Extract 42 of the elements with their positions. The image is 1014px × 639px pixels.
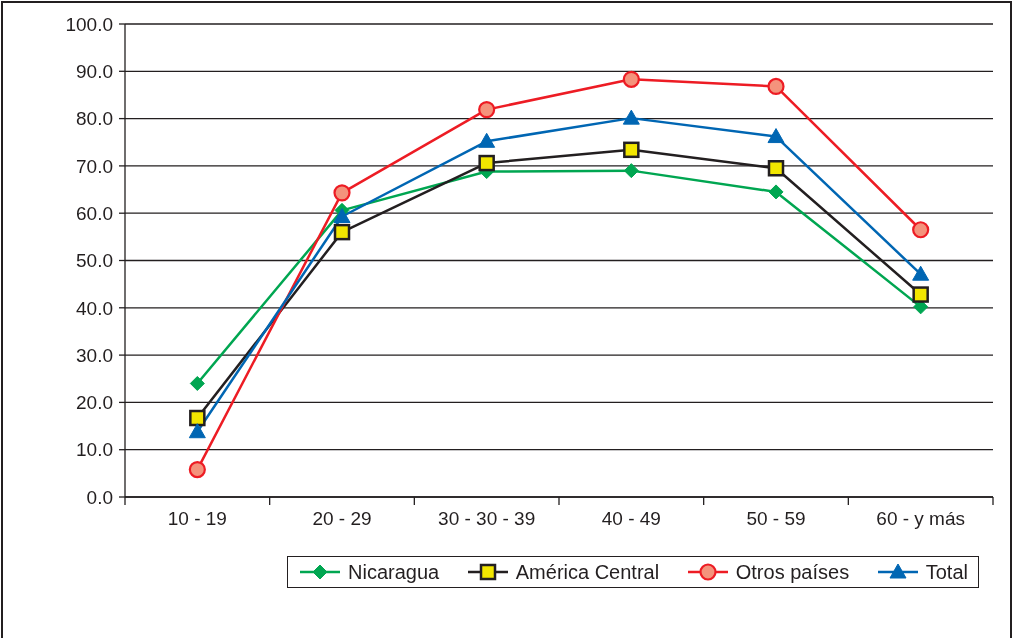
- point: [622, 70, 640, 88]
- point: [623, 141, 640, 159]
- x-tick-label: 20 - 29: [312, 508, 372, 529]
- point: [188, 423, 206, 439]
- y-tick-label: 40.0: [76, 297, 113, 319]
- point: [478, 132, 496, 148]
- point: [189, 375, 205, 391]
- point: [768, 184, 784, 200]
- point: [767, 128, 785, 144]
- y-tick-label: 0.0: [86, 486, 113, 508]
- point: [912, 265, 930, 281]
- point: [189, 409, 206, 427]
- legend-label: América Central: [515, 560, 660, 584]
- legend-label: Nicaragua: [348, 560, 440, 584]
- y-tick-label: 100.0: [65, 13, 113, 35]
- point: [478, 154, 495, 172]
- y-tick-label: 90.0: [76, 61, 113, 83]
- point: [622, 109, 640, 125]
- point: [912, 221, 930, 239]
- point: [333, 223, 351, 241]
- y-tick-label: 80.0: [76, 108, 113, 130]
- point: [188, 460, 206, 479]
- legend-label: Total: [925, 560, 968, 584]
- y-tick-label: 50.0: [76, 250, 113, 272]
- y-tick-label: 20.0: [76, 392, 113, 414]
- point: [333, 184, 351, 202]
- y-tick-label: 70.0: [76, 155, 113, 177]
- y-tick-label: 10.0: [76, 439, 113, 461]
- point: [767, 77, 785, 96]
- y-tick-label: 30.0: [76, 344, 113, 366]
- point: [333, 208, 351, 224]
- point: [912, 286, 929, 303]
- x-tick-label: 50 - 59: [746, 508, 806, 529]
- x-tick-label: 10 - 19: [167, 508, 227, 529]
- x-tick-label: 60 - y más: [876, 508, 966, 529]
- legend-label: Otros países: [735, 560, 850, 584]
- point: [478, 101, 496, 119]
- x-tick-label: 30 - 30 - 39: [438, 508, 536, 529]
- point: [767, 160, 785, 177]
- point: [623, 163, 639, 179]
- x-tick-label: 40 - 49: [601, 508, 661, 529]
- y-tick-label: 60.0: [76, 202, 113, 224]
